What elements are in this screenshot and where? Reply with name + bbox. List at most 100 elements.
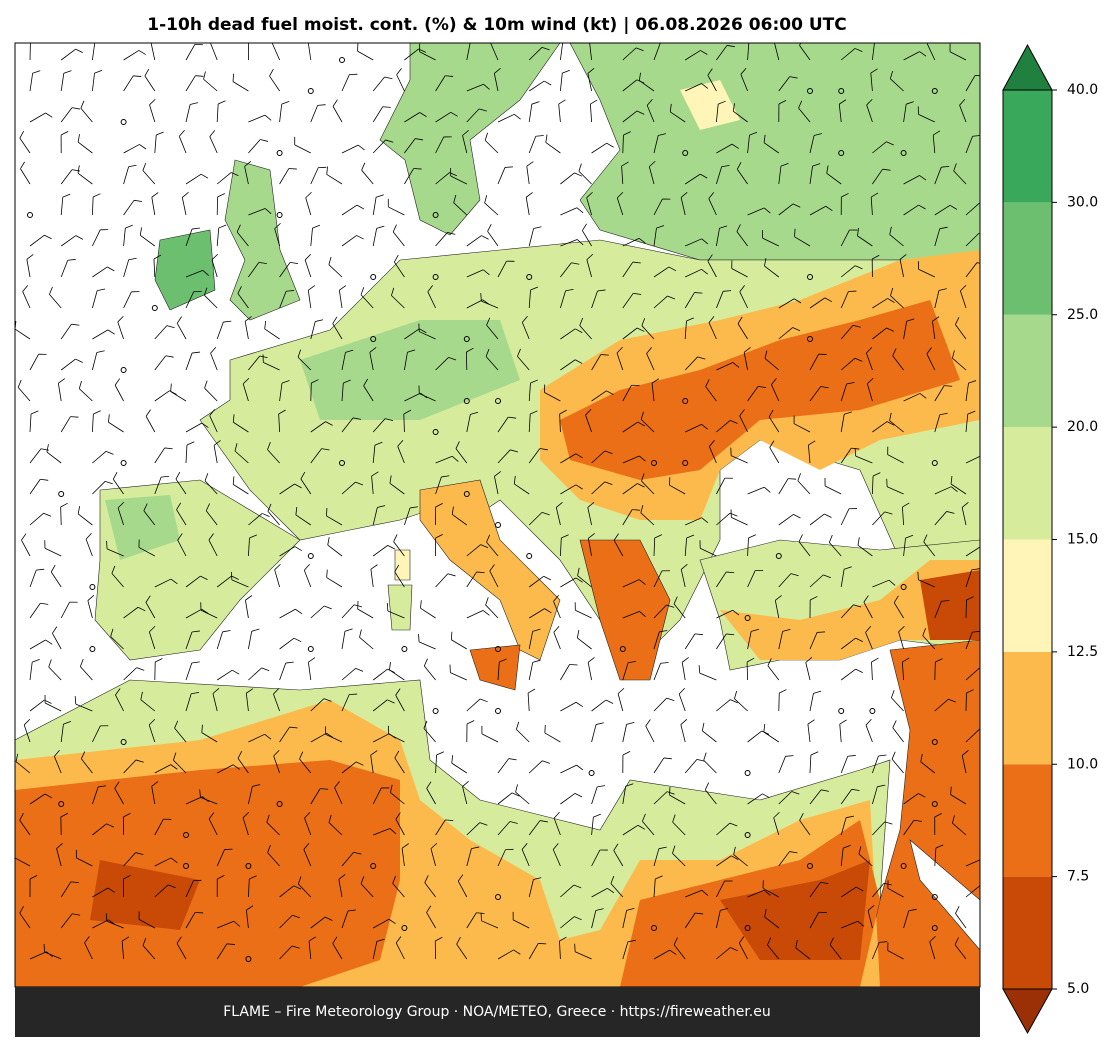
wind-barb-flag <box>558 99 566 105</box>
wind-barb-flag <box>544 608 552 614</box>
colorbar-tick-label: 25.0 <box>1067 307 1098 323</box>
wind-barb-flag <box>92 193 101 198</box>
wind-barb-flag <box>700 173 708 179</box>
wind-barb <box>733 854 748 867</box>
wind-barb-flag <box>389 828 397 835</box>
wind-barb <box>92 919 109 929</box>
wind-barb-flag <box>266 814 270 823</box>
wind-barb-flag <box>356 761 364 766</box>
wind-barb-flag <box>574 916 582 921</box>
wind-barb-flag <box>918 204 926 210</box>
wind-barb <box>389 669 405 681</box>
wind-barb-flag <box>258 261 267 264</box>
wind-barb-flag <box>733 846 736 855</box>
wind-barb <box>670 111 686 123</box>
wind-barb-flag <box>447 232 456 235</box>
wind-barb <box>574 951 592 960</box>
wind-barb-flag <box>739 409 745 417</box>
wind-barb <box>767 665 780 681</box>
wind-barb <box>824 485 842 495</box>
wind-barb-flag <box>847 755 856 757</box>
wind-barb <box>579 325 592 340</box>
wind-barb-flag <box>261 667 270 672</box>
wind-barb-flag <box>919 393 927 399</box>
wind-barb-flag <box>376 938 385 942</box>
wind-barb <box>622 455 640 464</box>
wind-barb-flag <box>708 316 715 323</box>
wind-barb-flag <box>486 534 491 543</box>
wind-barb-flag <box>820 386 829 389</box>
wind-barb <box>774 600 780 619</box>
wind-barb <box>236 231 249 247</box>
wind-barb-flag <box>789 76 798 79</box>
wind-barb <box>622 327 638 340</box>
wind-barb-flag <box>575 701 583 708</box>
wind-barb-flag <box>164 447 173 450</box>
wind-barb <box>490 43 499 61</box>
wind-barb <box>920 761 936 774</box>
wind-barb-flag <box>445 819 454 822</box>
wind-barb-flag <box>52 626 58 634</box>
calm-marker <box>432 708 439 714</box>
wind-barb-flag <box>273 749 280 757</box>
wind-barb-flag <box>401 843 409 849</box>
wind-barb <box>397 446 405 464</box>
wind-barb <box>123 144 140 154</box>
land <box>300 320 520 420</box>
wind-barb-flag <box>485 597 489 606</box>
wind-barb-flag <box>541 512 550 516</box>
wind-barb <box>965 729 980 743</box>
wind-barb-flag <box>471 846 480 849</box>
calm-marker <box>619 646 626 652</box>
wind-barb-flag <box>877 784 886 788</box>
wind-barb-flag <box>658 133 667 136</box>
wind-barb <box>466 299 483 309</box>
wind-barb-flag <box>237 751 243 759</box>
wind-barb-flag <box>858 846 862 855</box>
wind-barb <box>112 479 124 495</box>
wind-barb <box>497 821 511 836</box>
wind-barb-flag <box>179 130 185 137</box>
wind-barb-flag <box>328 814 332 823</box>
wind-barb <box>44 547 62 557</box>
footer-bar <box>15 987 980 1037</box>
wind-barb-flag <box>658 846 667 850</box>
wind-barb <box>528 47 543 61</box>
wind-barb-flag <box>906 318 915 322</box>
wind-barb-flag <box>326 166 328 175</box>
wind-barb-flag <box>576 764 584 771</box>
wind-barb <box>435 573 449 588</box>
wind-barb <box>515 791 530 805</box>
wind-barb <box>645 725 655 743</box>
wind-barb-flag <box>248 38 255 42</box>
wind-barb-flag <box>430 842 438 849</box>
wind-barb <box>450 175 467 185</box>
wind-barb-flag <box>513 475 516 484</box>
wind-barb-flag <box>291 945 300 949</box>
wind-barb <box>211 259 218 278</box>
wind-barb-flag <box>395 812 401 820</box>
wind-barb <box>952 822 967 836</box>
wind-barb <box>809 354 819 371</box>
land <box>579 539 671 681</box>
wind-barb <box>934 511 947 526</box>
wind-barb <box>140 235 156 247</box>
wind-barb-flag <box>115 688 121 696</box>
wind-barb-flag <box>575 484 583 490</box>
wind-barb <box>185 173 202 185</box>
wind-barb-flag <box>56 842 63 849</box>
wind-barb-flag <box>195 75 204 77</box>
wind-barb-flag <box>231 575 239 580</box>
wind-barb <box>394 757 405 774</box>
wind-barb-flag <box>825 205 833 212</box>
wind-barb <box>840 668 856 681</box>
wind-barb <box>929 941 936 960</box>
wind-barb-flag <box>622 751 631 756</box>
wind-barb-flag <box>738 936 745 944</box>
wind-barb <box>92 329 109 340</box>
wind-barb-flag <box>743 347 751 353</box>
calm-marker <box>931 460 938 466</box>
wind-barb-flag <box>778 100 787 105</box>
wind-barb <box>279 168 290 185</box>
wind-barb <box>357 50 374 61</box>
